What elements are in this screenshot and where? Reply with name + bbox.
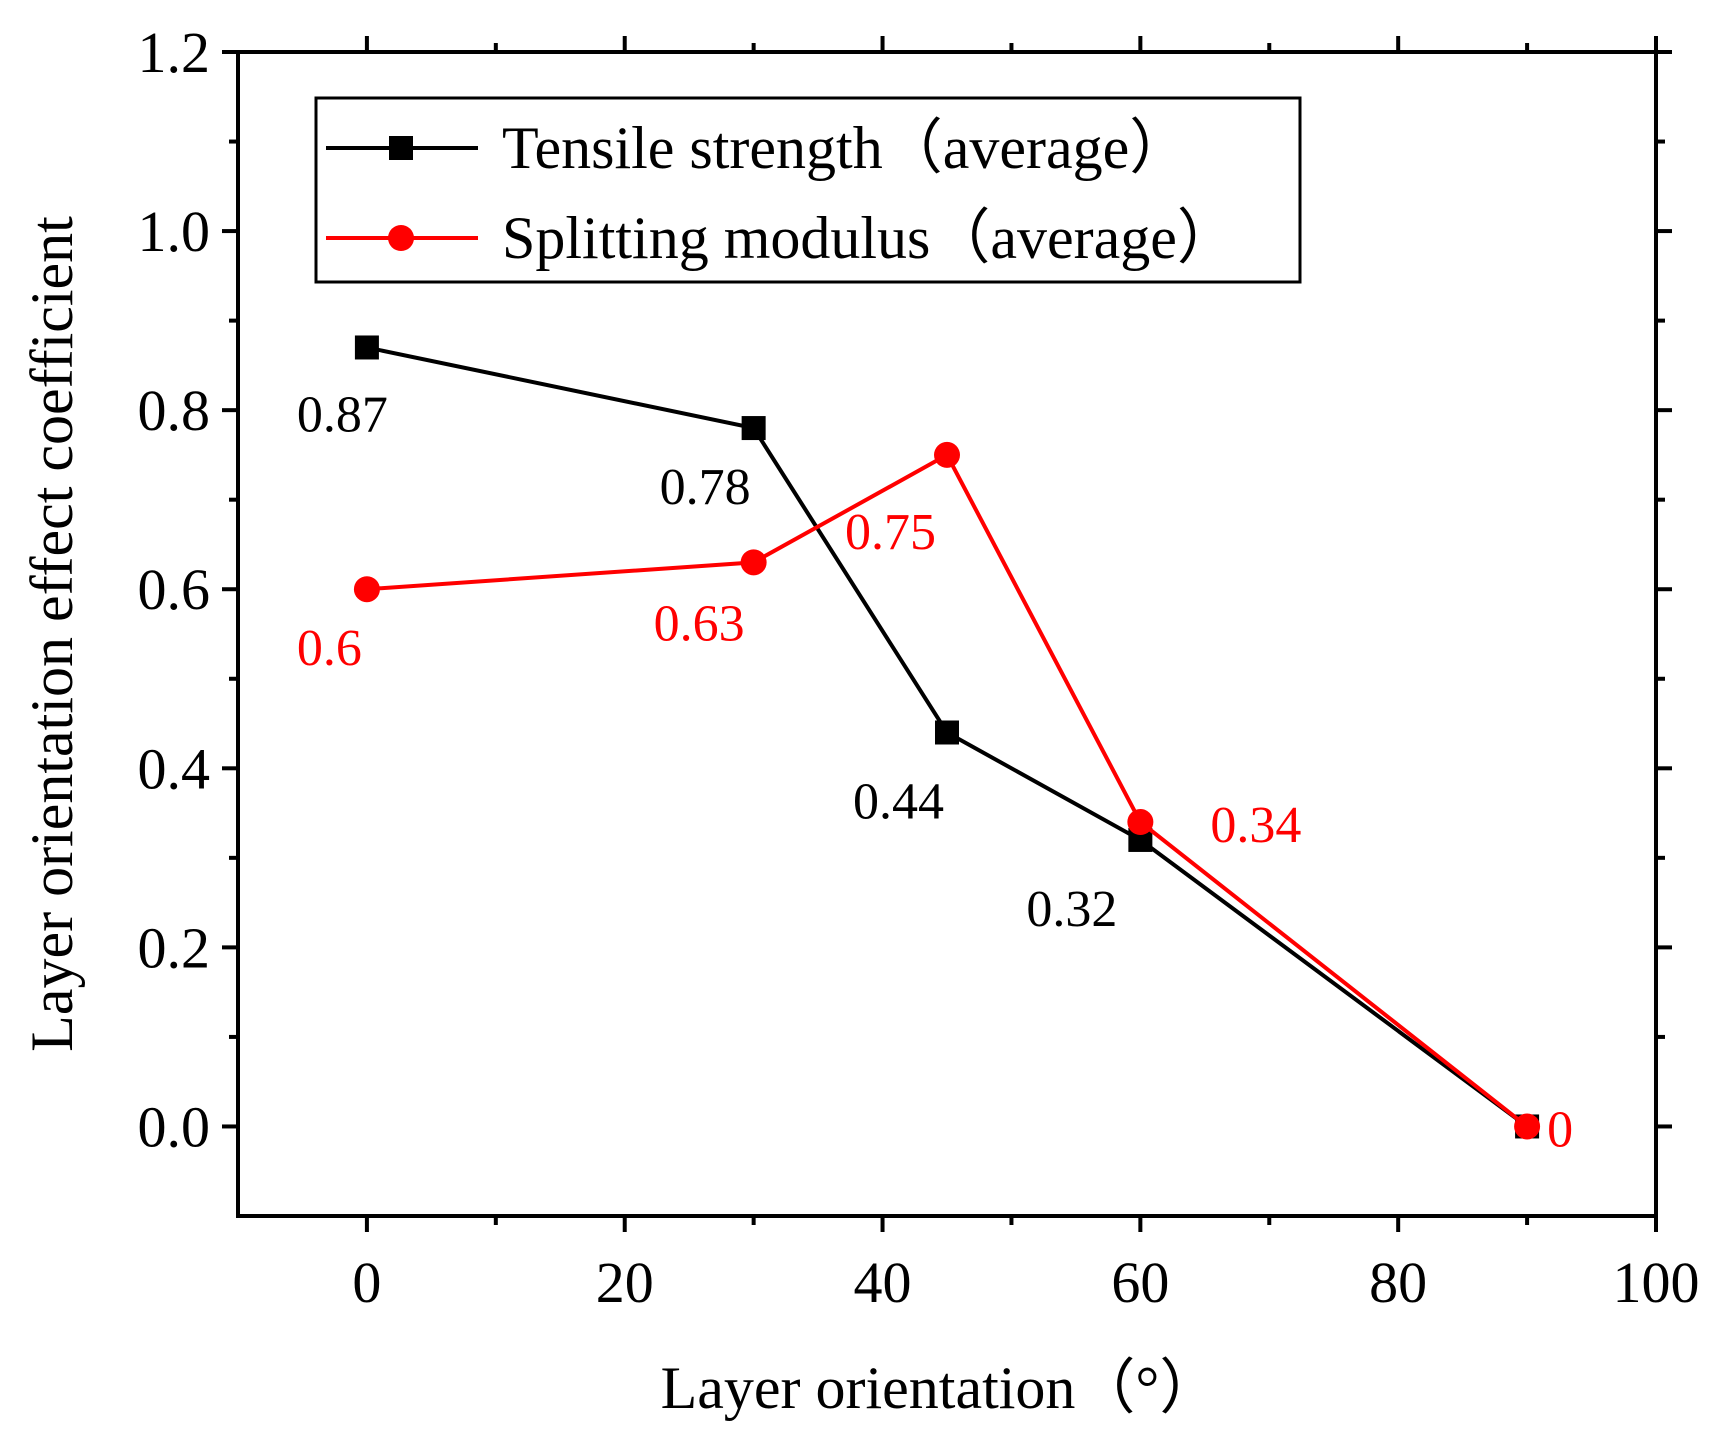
data-label-1: 0 bbox=[1547, 1101, 1573, 1158]
legend-label-tensile: Tensile strength（average） bbox=[502, 115, 1189, 181]
y-tick-label: 1.0 bbox=[138, 199, 211, 264]
y-tick-label: 1.2 bbox=[138, 20, 211, 85]
plot-frame bbox=[236, 50, 1658, 1218]
data-label-0: 0.78 bbox=[660, 459, 751, 516]
legend-marker-tensile bbox=[389, 136, 413, 160]
y-tick-label: 0.0 bbox=[138, 1094, 211, 1159]
legend-label-splitting: Splitting modulus（average） bbox=[502, 205, 1237, 271]
data-label-0: 0.32 bbox=[1026, 881, 1117, 938]
data-labels: 0.87 0.78 0.44 0.32 0.6 0.63 0.75 0.34 0 bbox=[297, 386, 1573, 1158]
data-label-1: 0.75 bbox=[845, 504, 936, 561]
y-tick-label: 0.6 bbox=[138, 557, 211, 622]
legend-frame bbox=[314, 96, 1302, 284]
data-point-circle bbox=[353, 576, 380, 603]
x-tick-label: 60 bbox=[1111, 1250, 1169, 1315]
x-tick-label: 40 bbox=[854, 1250, 912, 1315]
data-label-1: 0.63 bbox=[654, 595, 745, 652]
axis-tick-labels: 0 20 40 60 80 100 0.0 0.2 0.4 0.6 0.8 1.0 1.2 bbox=[138, 20, 1700, 1315]
x-tick-label: 80 bbox=[1369, 1250, 1427, 1315]
data-point-square bbox=[354, 335, 379, 360]
y-axis-title: Layer orientation effect coefficient bbox=[19, 216, 85, 1052]
x-tick-label: 20 bbox=[596, 1250, 654, 1315]
legend-marker-splitting bbox=[388, 225, 414, 251]
data-point-circle bbox=[740, 549, 767, 576]
x-axis-title: Layer orientation（°） bbox=[661, 1355, 1220, 1421]
data-point-circle bbox=[1127, 809, 1154, 836]
data-point-circle bbox=[934, 441, 960, 468]
y-tick-label: 0.2 bbox=[138, 915, 211, 980]
x-tick-label: 0 bbox=[352, 1250, 381, 1315]
data-point-square bbox=[935, 720, 959, 745]
data-label-0: 0.44 bbox=[853, 773, 944, 830]
data-point-square bbox=[741, 416, 766, 441]
data-label-1: 0.6 bbox=[297, 620, 362, 677]
data-point-circle bbox=[1514, 1113, 1541, 1140]
data-label-0: 0.87 bbox=[297, 386, 388, 443]
legend: Tensile strength（average） Splitting modu… bbox=[314, 96, 1302, 284]
data-label-1: 0.34 bbox=[1210, 797, 1301, 854]
series-layer bbox=[353, 335, 1541, 1140]
axis-ticks bbox=[222, 36, 1672, 1232]
x-tick-label: 100 bbox=[1613, 1250, 1700, 1315]
y-tick-label: 0.8 bbox=[138, 378, 211, 443]
y-tick-label: 0.4 bbox=[138, 736, 211, 801]
series-line-1 bbox=[366, 452, 1529, 1129]
